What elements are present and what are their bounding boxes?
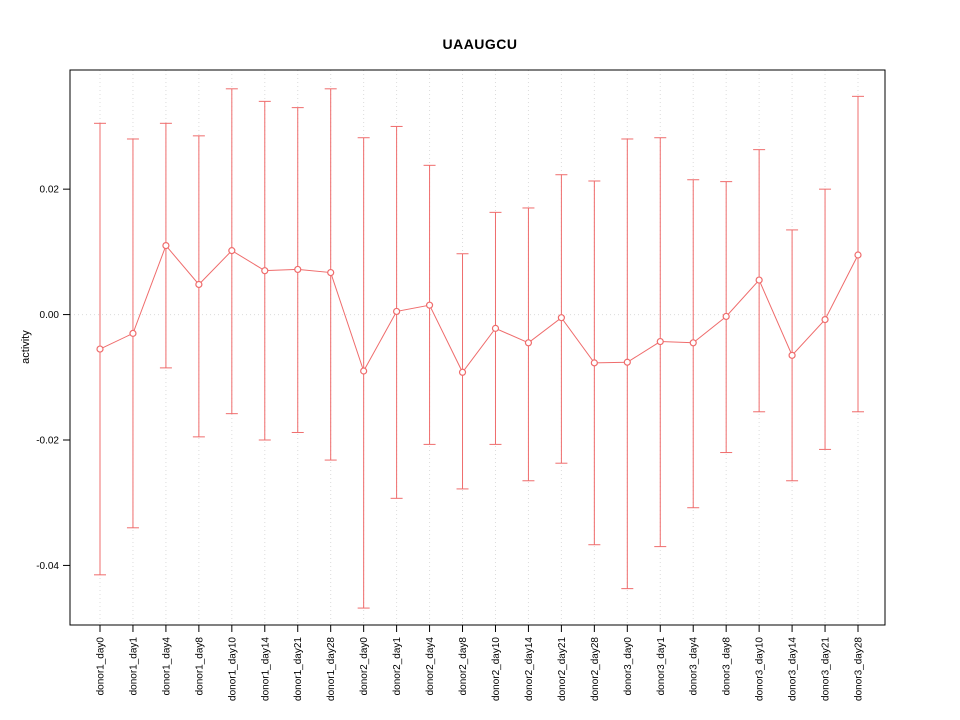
data-point (162, 241, 170, 250)
data-point (821, 315, 829, 324)
data-point (195, 280, 203, 289)
plot-border (69, 69, 886, 626)
data-point (491, 324, 500, 332)
data-point (294, 265, 302, 274)
x-tick-label: donor1_day10 (227, 637, 238, 701)
x-tick-label: donor2_day0 (359, 637, 370, 696)
data-point (261, 267, 269, 275)
x-tick-label: donor2_day21 (557, 637, 568, 701)
x-tick-label: donor1_day28 (326, 637, 337, 701)
x-tick-label: donor3_day0 (623, 637, 634, 696)
series-line (99, 244, 859, 374)
x-tick-label: donor2_day14 (524, 637, 535, 701)
x-tick-label: donor3_day4 (689, 637, 700, 696)
x-tick-label: donor2_day10 (491, 637, 502, 701)
y-tick-label: -0.04 (36, 561, 59, 572)
data-point (656, 337, 664, 346)
data-point (854, 251, 862, 259)
data-point (425, 301, 434, 309)
x-tick-label: donor2_day1 (392, 637, 403, 696)
chart-title: UAAUGCU (442, 36, 518, 52)
x-tick-label: donor1_day4 (161, 637, 172, 696)
data-point (689, 339, 697, 347)
data-point (524, 339, 533, 347)
x-tick-label: donor2_day8 (458, 637, 469, 696)
x-tick-label: donor1_day1 (128, 637, 139, 696)
data-point (228, 247, 236, 255)
data-point (755, 276, 763, 284)
x-tick-label: donor1_day0 (96, 637, 107, 696)
x-tick-label: donor3_day8 (722, 637, 733, 696)
x-tick-label: donor3_day14 (788, 637, 799, 701)
data-point (458, 368, 467, 376)
y-tick-label: 0.00 (40, 310, 60, 321)
data-point (360, 367, 368, 375)
x-tick-label: donor3_day10 (755, 637, 766, 701)
data-point (96, 345, 104, 353)
data-point (129, 329, 137, 337)
data-point (557, 314, 565, 322)
x-tick-label: donor3_day1 (656, 637, 667, 696)
data-point (623, 358, 631, 366)
x-tick-label: donor3_day28 (854, 637, 865, 701)
x-tick-label: donor1_day21 (293, 637, 304, 701)
data-point (590, 359, 598, 367)
y-tick-label: 0.02 (40, 185, 60, 196)
data-point (327, 268, 335, 277)
x-tick-label: donor1_day14 (260, 637, 271, 701)
x-tick-label: donor2_day4 (425, 637, 436, 696)
x-tick-label: donor3_day21 (821, 637, 832, 701)
x-tick-label: donor2_day28 (590, 637, 601, 701)
data-point (393, 307, 401, 316)
data-point (722, 312, 730, 321)
y-tick-label: -0.02 (36, 436, 59, 447)
data-point (788, 351, 796, 359)
x-tick-label: donor1_day8 (194, 637, 205, 696)
